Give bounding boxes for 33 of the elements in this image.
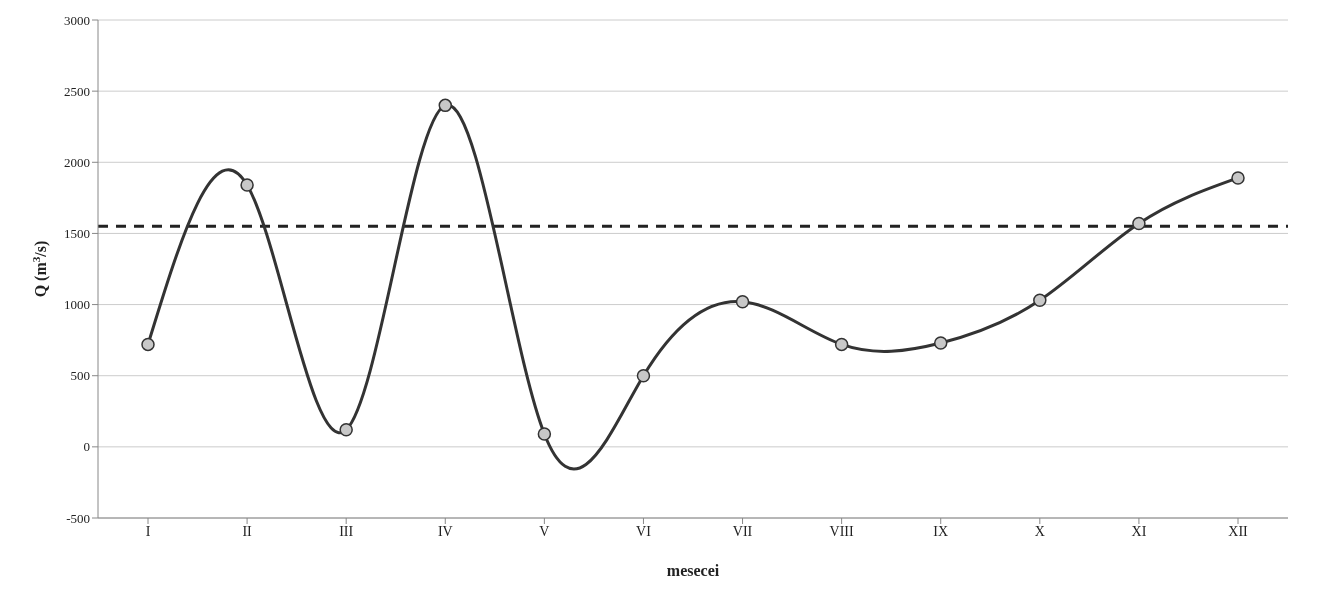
x-tick-label: VI — [636, 523, 652, 539]
point — [735, 294, 750, 309]
y-tick-label: 1000 — [64, 297, 90, 313]
point — [537, 427, 552, 441]
x-axis-title: mesecei — [666, 562, 720, 579]
x-tick-label: X — [1034, 523, 1045, 539]
point — [1033, 293, 1047, 308]
point — [240, 178, 254, 192]
x-tick-label: XII — [1228, 523, 1249, 539]
y-tick-label: 3000 — [64, 12, 90, 28]
y-tick-label: 0 — [83, 439, 90, 455]
point — [438, 98, 453, 113]
x-tick-label: II — [242, 523, 253, 539]
x-tick-label: IV — [437, 523, 453, 539]
x-tick-label: XI — [1131, 523, 1147, 539]
y-tick-label: 2500 — [64, 83, 90, 99]
y-tick-label: 500 — [70, 368, 90, 384]
point — [1231, 171, 1245, 185]
x-tick-label: I — [145, 523, 151, 539]
point — [933, 336, 948, 350]
x-tick-label: VIII — [829, 523, 855, 539]
x-tick-label: IX — [933, 523, 949, 539]
point — [339, 423, 353, 437]
point — [834, 337, 849, 352]
y-tick-label: 2000 — [64, 154, 90, 170]
x-tick-label: V — [539, 523, 550, 539]
point — [636, 368, 651, 383]
point — [141, 337, 155, 352]
y-tick-label: -500 — [66, 510, 90, 526]
point — [1132, 216, 1146, 231]
x-tick-label: III — [339, 523, 354, 539]
x-tick-label: VII — [732, 523, 753, 539]
y-tick-label: 1500 — [64, 226, 90, 242]
